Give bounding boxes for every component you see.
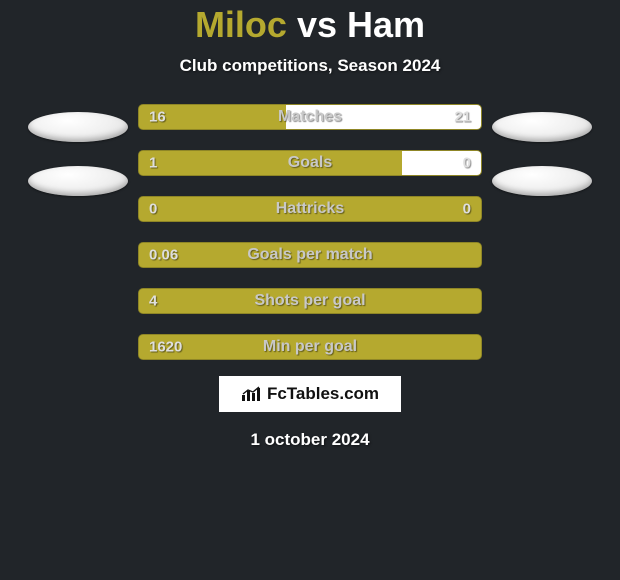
date-text: 1 october 2024 bbox=[250, 430, 369, 450]
stat-bars: Matches1621 Goals10 Hattricks00 Goals per m… bbox=[138, 104, 482, 360]
vs-text: vs bbox=[297, 4, 337, 45]
stat-bar: Goals10 bbox=[138, 150, 482, 176]
brand-badge: FcTables.com bbox=[219, 376, 401, 412]
right-team-crest bbox=[492, 112, 592, 142]
comparison-card: Miloc vs Ham Club competitions, Season 2… bbox=[0, 0, 620, 580]
left-team-crest bbox=[28, 112, 128, 142]
right-crest-column bbox=[482, 104, 602, 196]
chart-icon bbox=[241, 386, 261, 402]
right-team-crest bbox=[492, 166, 592, 196]
brand-text: FcTables.com bbox=[267, 384, 379, 404]
stat-bar-right-fill bbox=[286, 105, 481, 129]
stat-bar-left-fill bbox=[139, 335, 481, 359]
stat-bar-right-fill bbox=[402, 151, 481, 175]
stat-bar-left-fill bbox=[139, 151, 402, 175]
player1-name: Miloc bbox=[195, 4, 287, 45]
stat-bar: Goals per match0.06 bbox=[138, 242, 482, 268]
stat-bar-left-fill bbox=[139, 243, 481, 267]
subtitle: Club competitions, Season 2024 bbox=[180, 56, 441, 76]
stat-bar-left-fill bbox=[139, 197, 481, 221]
player2-name: Ham bbox=[347, 4, 425, 45]
stat-bar: Min per goal1620 bbox=[138, 334, 482, 360]
stats-layout: Matches1621 Goals10 Hattricks00 Goals per m… bbox=[0, 104, 620, 360]
stat-bar: Shots per goal4 bbox=[138, 288, 482, 314]
stat-bar: Hattricks00 bbox=[138, 196, 482, 222]
left-crest-column bbox=[18, 104, 138, 196]
stat-bar-left-fill bbox=[139, 105, 286, 129]
stat-bar: Matches1621 bbox=[138, 104, 482, 130]
page-title: Miloc vs Ham bbox=[195, 4, 425, 46]
stat-bar-left-fill bbox=[139, 289, 481, 313]
left-team-crest bbox=[28, 166, 128, 196]
